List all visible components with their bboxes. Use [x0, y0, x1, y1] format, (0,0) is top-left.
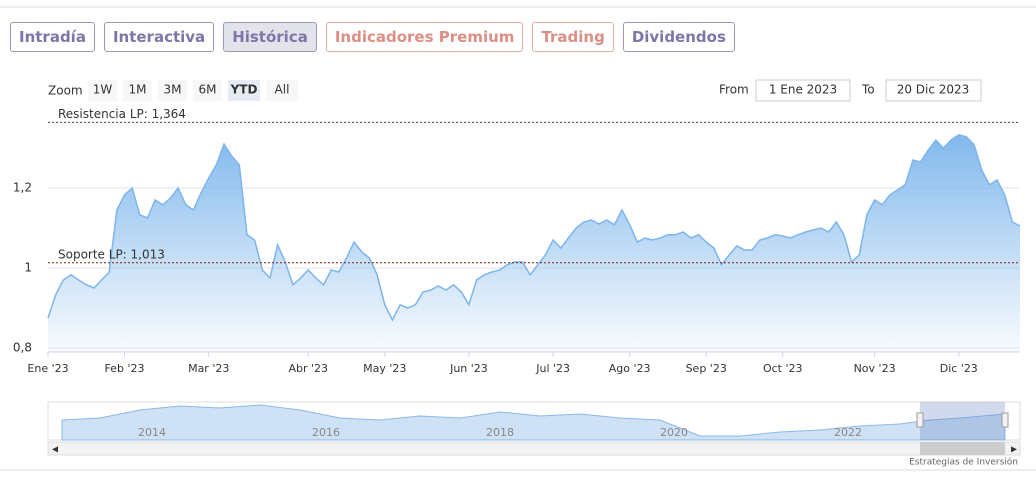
from-value[interactable]: 1 Ene 2023: [769, 83, 837, 97]
x-tick-label: Nov '23: [854, 362, 896, 375]
navigator-handle[interactable]: [1001, 412, 1009, 428]
to-label: To: [861, 83, 875, 97]
tab-bar: Intradía Interactiva Histórica Indicadores …: [10, 22, 735, 52]
y-tick-label: 1: [24, 261, 32, 275]
x-tick-label: Abr '23: [288, 362, 328, 375]
scroll-left[interactable]: ◂: [52, 442, 58, 456]
zoom-button-label[interactable]: All: [275, 83, 290, 97]
tab[interactable]: Intradía: [10, 22, 95, 52]
scrollbar-track[interactable]: [47, 441, 1021, 456]
zoom-button[interactable]: [158, 80, 187, 101]
zoom-button-label[interactable]: 1M: [129, 83, 147, 97]
zoom-button[interactable]: [193, 80, 222, 101]
navigator-label: 2020: [660, 426, 688, 439]
x-tick-label: Feb '23: [105, 362, 145, 375]
plot-line-label: Soporte LP: 1,013: [58, 247, 165, 261]
area-line: [47, 133, 1021, 322]
from-label: From: [719, 83, 749, 97]
navigator-label: 2014: [138, 426, 166, 439]
zoom-button[interactable]: [266, 80, 298, 101]
scrollbar-thumb[interactable]: [920, 442, 1005, 455]
y-tick-label: 1,2: [13, 181, 32, 195]
x-tick-label: Jun '23: [449, 362, 488, 375]
tab[interactable]: Interactiva: [103, 22, 215, 52]
y-tick-label: 0,8: [13, 341, 32, 355]
scroll-right[interactable]: ▸: [1011, 442, 1017, 456]
x-tick-label: Jul '23: [535, 362, 570, 375]
navigator-handle[interactable]: [916, 412, 924, 428]
tab[interactable]: Histórica: [223, 22, 317, 52]
x-tick-label: Sep '23: [686, 362, 727, 375]
zoom-button-label[interactable]: 3M: [164, 83, 182, 97]
zoom-button[interactable]: [123, 80, 152, 101]
zoom-button[interactable]: [88, 80, 117, 101]
to-value[interactable]: 20 Dic 2023: [897, 83, 970, 97]
navigator-selection[interactable]: [920, 402, 1005, 440]
x-tick-label: May '23: [363, 362, 406, 375]
x-tick-label: Mar '23: [188, 362, 229, 375]
x-tick-label: Ene '23: [27, 362, 68, 375]
from-input[interactable]: [755, 79, 851, 102]
navigator-label: 2016: [312, 426, 340, 439]
zoom-button-label[interactable]: 1W: [93, 83, 113, 97]
x-tick-label: Ago '23: [609, 362, 651, 375]
navigator-label: 2018: [486, 426, 514, 439]
tab[interactable]: Indicadores Premium: [325, 22, 524, 52]
zoom-button[interactable]: [228, 80, 260, 101]
tab[interactable]: Trading: [532, 22, 614, 52]
zoom-label: Zoom: [48, 84, 83, 98]
navigator-series: [61, 404, 1006, 441]
x-tick-label: Dic '23: [940, 362, 978, 375]
x-tick-label: Oct '23: [763, 362, 803, 375]
plot-line-label: Resistencia LP: 1,364: [58, 107, 186, 121]
navigator-label: 2022: [834, 426, 862, 439]
tab[interactable]: Dividendos: [622, 22, 735, 52]
area-fill: [48, 134, 1020, 352]
zoom-button-label[interactable]: 6M: [199, 83, 217, 97]
zoom-button-label[interactable]: YTD: [230, 83, 258, 97]
credits[interactable]: Estrategias de Inversión: [909, 457, 1018, 468]
to-input[interactable]: [885, 79, 982, 102]
